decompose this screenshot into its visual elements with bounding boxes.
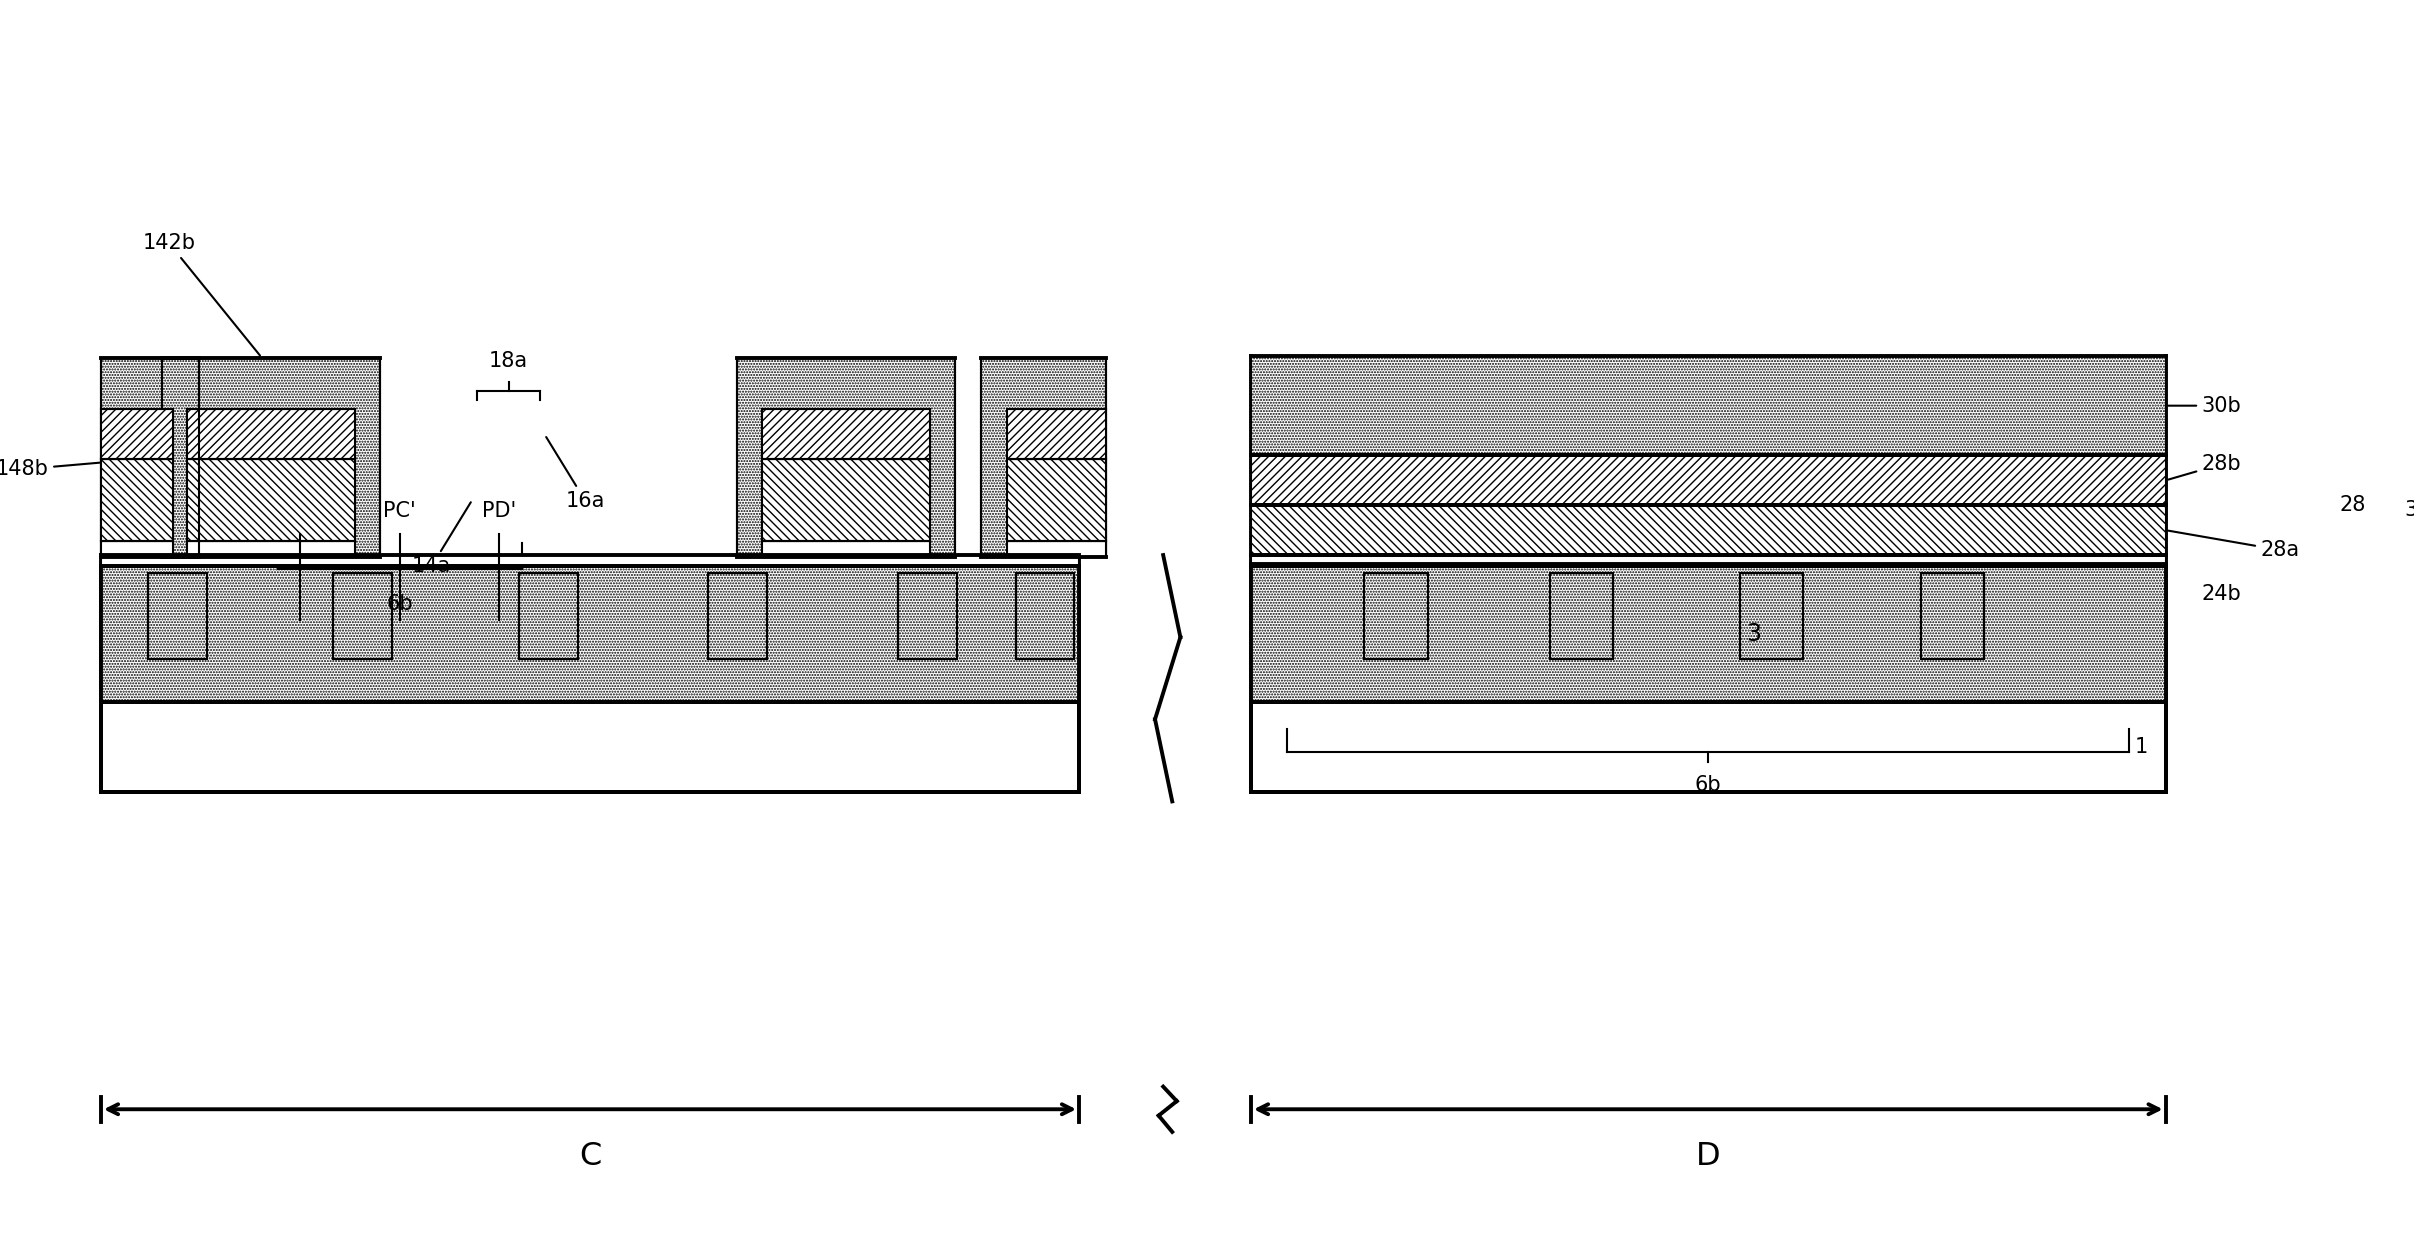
Bar bbox=[763, 409, 929, 459]
Bar bbox=[101, 566, 1079, 701]
Text: 16a: 16a bbox=[546, 437, 606, 511]
Bar bbox=[333, 573, 391, 659]
Bar bbox=[519, 573, 579, 659]
Bar bbox=[1250, 356, 2165, 456]
Bar bbox=[898, 573, 956, 659]
Bar bbox=[1016, 573, 1074, 659]
Bar bbox=[1550, 573, 1613, 659]
Text: 30b: 30b bbox=[2168, 396, 2243, 416]
Text: PS': PS' bbox=[285, 501, 316, 521]
Bar bbox=[707, 573, 768, 659]
Text: PD': PD' bbox=[483, 501, 517, 521]
Text: 33b: 33b bbox=[2404, 500, 2414, 520]
Bar bbox=[1007, 541, 1106, 557]
Text: C: C bbox=[579, 1141, 601, 1172]
Bar bbox=[186, 409, 355, 459]
Bar bbox=[1007, 459, 1106, 541]
Bar bbox=[898, 573, 956, 659]
Bar bbox=[1364, 573, 1427, 659]
Text: 18a: 18a bbox=[490, 351, 529, 371]
Bar bbox=[101, 358, 198, 557]
Bar bbox=[736, 358, 956, 557]
Text: D: D bbox=[1697, 1141, 1721, 1172]
Bar bbox=[1364, 573, 1427, 659]
Bar bbox=[1250, 506, 2165, 554]
Bar bbox=[1250, 554, 2165, 564]
Text: 6b: 6b bbox=[386, 594, 413, 614]
Text: 142b: 142b bbox=[142, 233, 261, 355]
Text: 148b: 148b bbox=[0, 457, 159, 480]
Bar bbox=[147, 573, 208, 659]
Bar bbox=[101, 701, 1079, 792]
Bar bbox=[162, 358, 379, 557]
Bar bbox=[1250, 456, 2165, 506]
Text: 1: 1 bbox=[2134, 738, 2148, 758]
Bar bbox=[1922, 573, 1984, 659]
Bar bbox=[1550, 573, 1613, 659]
Text: 14a: 14a bbox=[413, 502, 471, 577]
Bar bbox=[1250, 701, 2165, 792]
Text: 3: 3 bbox=[1748, 622, 1762, 645]
Bar bbox=[1016, 573, 1074, 659]
Bar bbox=[333, 573, 391, 659]
Bar bbox=[519, 573, 579, 659]
Bar bbox=[1740, 573, 1803, 659]
Text: 28a: 28a bbox=[2168, 531, 2301, 561]
Text: 28b: 28b bbox=[2168, 454, 2243, 480]
Text: 6b: 6b bbox=[1695, 775, 1721, 795]
Text: 24b: 24b bbox=[2202, 584, 2243, 604]
Bar bbox=[1922, 573, 1984, 659]
Bar bbox=[186, 541, 355, 557]
Bar bbox=[707, 573, 768, 659]
Bar bbox=[763, 459, 929, 541]
Bar bbox=[980, 358, 1106, 557]
Bar bbox=[1007, 409, 1106, 459]
Bar bbox=[101, 409, 174, 459]
Bar bbox=[1740, 573, 1803, 659]
Text: 28: 28 bbox=[2339, 495, 2366, 516]
Bar bbox=[101, 541, 174, 557]
Bar bbox=[763, 541, 929, 557]
Bar bbox=[1250, 566, 2165, 701]
Bar bbox=[101, 554, 1079, 566]
Bar bbox=[147, 573, 208, 659]
Bar bbox=[101, 459, 174, 541]
Bar bbox=[186, 459, 355, 541]
Text: PC': PC' bbox=[384, 501, 415, 521]
